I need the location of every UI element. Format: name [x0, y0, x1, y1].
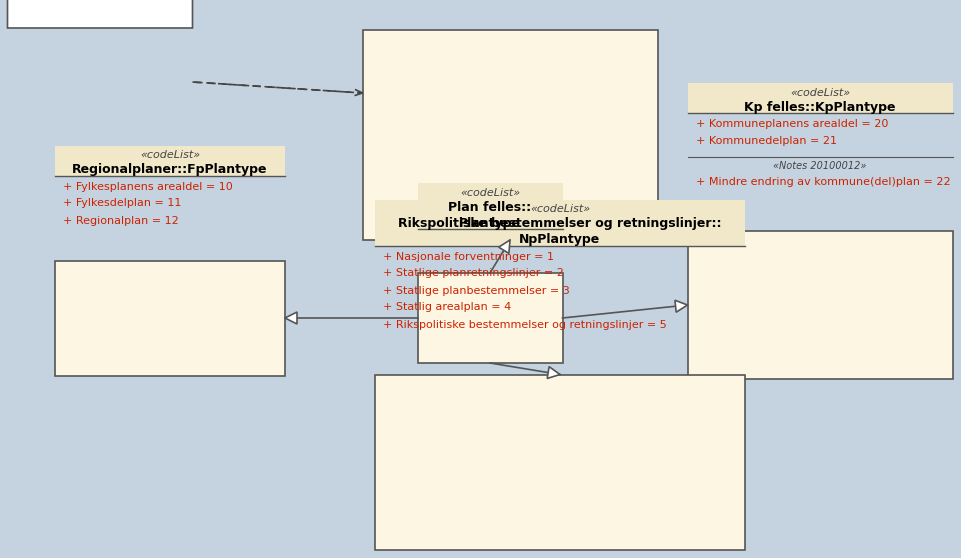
Text: + Kommuneplanens arealdel = 20: + Kommuneplanens arealdel = 20	[696, 119, 888, 129]
Bar	[417, 183, 562, 229]
Bar	[362, 30, 657, 240]
Bar	[687, 83, 952, 113]
Text: + Statlig arealplan = 4: + Statlig arealplan = 4	[383, 302, 511, 312]
Text: + Statlige planbestemmelser = 3: + Statlige planbestemmelser = 3	[383, 286, 570, 296]
Text: Regionalplaner::FpPlantype: Regionalplaner::FpPlantype	[72, 163, 268, 176]
Polygon shape	[547, 367, 560, 378]
Text: + Rikspolitiske bestemmelser og retningslinjer = 5: + Rikspolitiske bestemmelser og retnings…	[383, 320, 667, 330]
Text: + Fylkesplanens arealdel = 10: + Fylkesplanens arealdel = 10	[63, 181, 233, 191]
Text: + Kommunedelplan = 21: + Kommunedelplan = 21	[696, 136, 836, 146]
Text: + Mindre endring av kommune(del)plan = 22: + Mindre endring av kommune(del)plan = 2…	[696, 177, 950, 187]
Text: Rikspolitiske bestemmelser og retningslinjer::
NpPlantype: Rikspolitiske bestemmelser og retningsli…	[398, 218, 722, 247]
Polygon shape	[285, 312, 297, 324]
Bar	[417, 273, 562, 363]
Text: Plan felles::
Plantype: Plan felles:: Plantype	[449, 201, 531, 230]
Text: + Nasjonale forventninger = 1: + Nasjonale forventninger = 1	[383, 252, 554, 262]
Bar	[55, 146, 285, 176]
Text: Kp felles::KpPlantype: Kp felles::KpPlantype	[744, 101, 896, 114]
Polygon shape	[675, 300, 687, 312]
Text: «codeList»: «codeList»	[790, 88, 850, 98]
Text: «codeList»: «codeList»	[140, 151, 200, 161]
Bar	[687, 231, 952, 379]
Text: «codeList»: «codeList»	[530, 204, 590, 214]
Polygon shape	[8, 0, 192, 28]
Text: «codeList»: «codeList»	[460, 188, 520, 198]
Bar	[375, 374, 745, 550]
Text: + Statlige planretningslinjer = 2: + Statlige planretningslinjer = 2	[383, 268, 564, 278]
Text: + Regionalplan = 12: + Regionalplan = 12	[63, 215, 179, 225]
Text: + Fylkesdelplan = 11: + Fylkesdelplan = 11	[63, 199, 182, 209]
Bar	[375, 200, 745, 246]
Bar	[55, 261, 285, 376]
Polygon shape	[499, 240, 510, 253]
Text: «Notes 20100012»: «Notes 20100012»	[774, 161, 867, 171]
